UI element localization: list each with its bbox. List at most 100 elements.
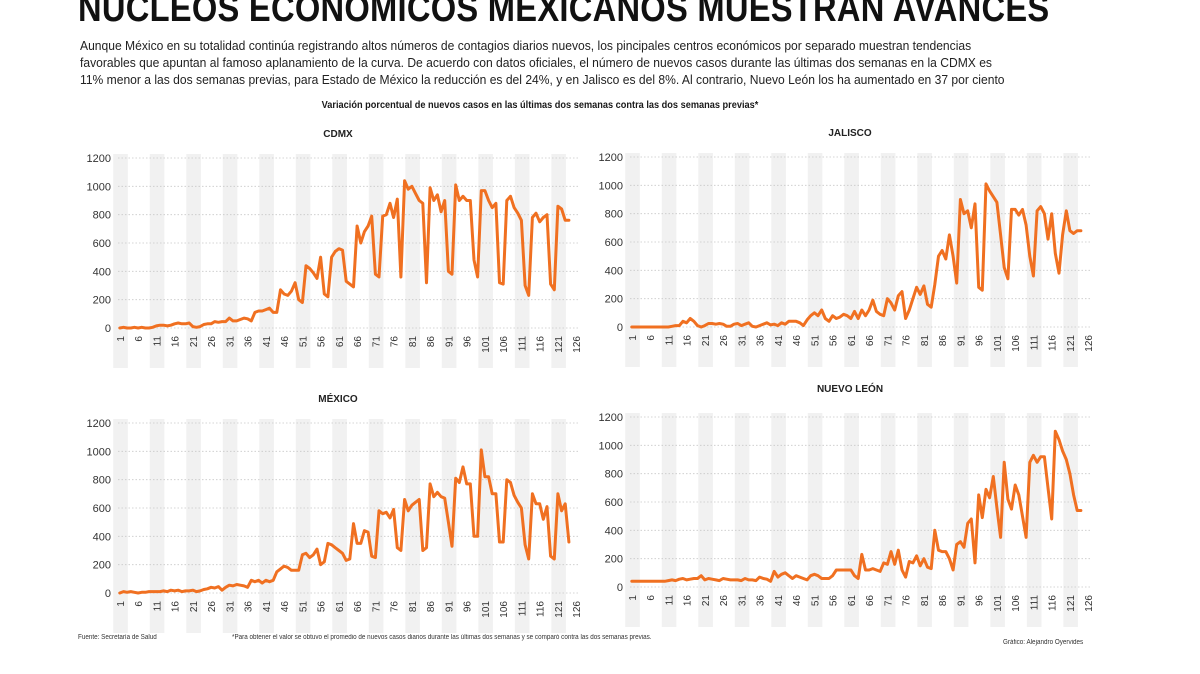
background-stripe: [990, 153, 1005, 367]
x-tick-label: 111: [517, 336, 528, 352]
x-tick-label: 96: [463, 336, 474, 348]
x-tick-label: 66: [865, 335, 876, 347]
series-line: [118, 179, 571, 330]
background-stripe: [295, 419, 311, 633]
source-note: Fuente: Secretaría de Salud: [78, 634, 157, 641]
x-tick-label: 116: [536, 336, 547, 352]
x-tick-label: 106: [1011, 335, 1022, 352]
x-tick-label: 31: [737, 595, 748, 607]
x-tick-label: 1: [628, 335, 639, 341]
y-tick-label: 400: [93, 531, 111, 543]
intro-line: Aunque México en su totalidad continúa r…: [80, 38, 972, 53]
background-stripe: [259, 154, 274, 368]
background-stripe: [734, 413, 750, 627]
x-tick-label: 11: [152, 336, 163, 347]
x-tick-label: 116: [536, 601, 547, 617]
background-stripe: [771, 153, 786, 367]
x-tick-label: 101: [481, 601, 492, 618]
y-tick-label: 1000: [87, 181, 111, 193]
background-stripe: [259, 419, 274, 633]
y-tick-label: 200: [605, 554, 623, 566]
x-tick-label: 66: [353, 601, 364, 613]
intro-line: favorables que apuntan al famoso aplanam…: [80, 55, 992, 70]
x-tick-label: 26: [207, 336, 218, 348]
background-stripe: [880, 413, 896, 627]
x-tick-label: 86: [938, 335, 949, 347]
background-stripe: [295, 154, 311, 368]
x-tick-label: 46: [792, 595, 803, 607]
x-tick-label: 81: [920, 335, 931, 347]
x-tick-label: 61: [335, 336, 346, 348]
x-tick-label: 31: [225, 336, 236, 348]
y-tick-label: 800: [605, 469, 623, 481]
x-tick-label: 31: [225, 601, 236, 613]
x-tick-label: 96: [975, 595, 986, 607]
background-stripe: [478, 419, 493, 633]
y-tick-label: 0: [105, 588, 111, 600]
background-stripe: [222, 419, 238, 633]
background-stripe: [113, 419, 128, 633]
y-tick-label: 800: [93, 475, 111, 487]
background-stripe: [186, 154, 201, 368]
chart-cdmx: 0 200 400 600 800 1000 1200 1 6 11 16 21 26 31 36 41 46 5…: [80, 125, 595, 375]
x-tick-label: 76: [902, 595, 913, 607]
background-stripe: [551, 419, 566, 633]
background-stripe: [953, 413, 969, 627]
x-tick-label: 56: [317, 336, 328, 348]
background-stripe: [844, 413, 859, 627]
x-tick-label: 86: [426, 336, 437, 348]
x-tick-label: 16: [683, 595, 694, 607]
background-stripe: [405, 419, 420, 633]
x-tick-label: 66: [865, 595, 876, 607]
x-tick-label: 26: [719, 595, 730, 607]
x-tick-label: 71: [883, 335, 894, 347]
x-tick-label: 51: [810, 335, 821, 347]
x-tick-label: 46: [280, 336, 291, 348]
y-tick-label: 600: [605, 237, 623, 249]
x-tick-label: 81: [408, 336, 419, 348]
x-tick-label: 71: [883, 595, 894, 607]
chart-title: CDMX: [323, 129, 353, 140]
x-tick-label: 46: [280, 601, 291, 613]
x-tick-label: 116: [1048, 595, 1059, 611]
background-stripe: [222, 154, 238, 368]
x-tick-label: 86: [426, 601, 437, 613]
x-tick-label: 81: [920, 595, 931, 607]
x-tick-label: 126: [572, 601, 583, 618]
x-tick-label: 61: [847, 335, 858, 347]
x-tick-label: 46: [792, 335, 803, 347]
y-tick-label: 1200: [87, 418, 111, 430]
x-tick-label: 16: [171, 601, 182, 613]
background-stripe: [149, 419, 165, 633]
background-stripe: [551, 154, 566, 368]
background-stripe: [917, 153, 932, 367]
x-tick-label: 121: [554, 336, 565, 353]
x-tick-label: 56: [317, 601, 328, 613]
y-tick-label: 400: [605, 265, 623, 277]
x-tick-label: 36: [756, 335, 767, 347]
chart-title: MÉXICO: [318, 392, 358, 405]
x-tick-label: 111: [1029, 595, 1040, 611]
background-stripe: [917, 413, 932, 627]
x-tick-label: 6: [134, 601, 145, 607]
background-stripe: [332, 154, 347, 368]
y-tick-label: 1200: [599, 412, 623, 424]
x-tick-label: 101: [993, 595, 1004, 612]
y-tick-label: 600: [93, 503, 111, 515]
x-tick-label: 21: [189, 336, 200, 348]
x-tick-label: 51: [298, 336, 309, 348]
x-tick-label: 91: [956, 595, 967, 607]
x-tick-label: 16: [683, 335, 694, 347]
x-tick-label: 1: [628, 595, 639, 601]
x-tick-label: 126: [572, 336, 583, 353]
x-tick-label: 61: [847, 595, 858, 607]
y-tick-label: 1200: [87, 153, 111, 165]
background-stripe: [625, 413, 640, 627]
x-tick-label: 36: [244, 601, 255, 613]
y-tick-label: 800: [93, 210, 111, 222]
background-stripe: [368, 154, 384, 368]
x-tick-label: 71: [371, 336, 382, 348]
y-tick-label: 600: [93, 238, 111, 250]
background-stripe: [113, 154, 128, 368]
x-tick-label: 71: [371, 601, 382, 613]
